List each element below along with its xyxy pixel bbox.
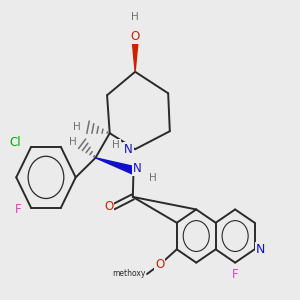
Text: O: O [130,30,140,43]
Text: F: F [15,203,21,216]
Text: methoxy: methoxy [112,269,146,278]
Text: H: H [112,140,120,150]
Text: H: H [74,122,81,131]
Text: H: H [131,12,139,22]
Text: O: O [104,200,113,213]
Text: F: F [232,268,238,281]
Text: H: H [68,137,76,147]
Text: O: O [155,258,164,271]
Text: N: N [133,162,142,175]
Text: H: H [149,173,157,183]
Polygon shape [95,158,134,174]
Text: N: N [124,143,133,156]
Text: Cl: Cl [10,136,21,149]
Polygon shape [132,37,138,72]
Text: N: N [256,243,265,256]
